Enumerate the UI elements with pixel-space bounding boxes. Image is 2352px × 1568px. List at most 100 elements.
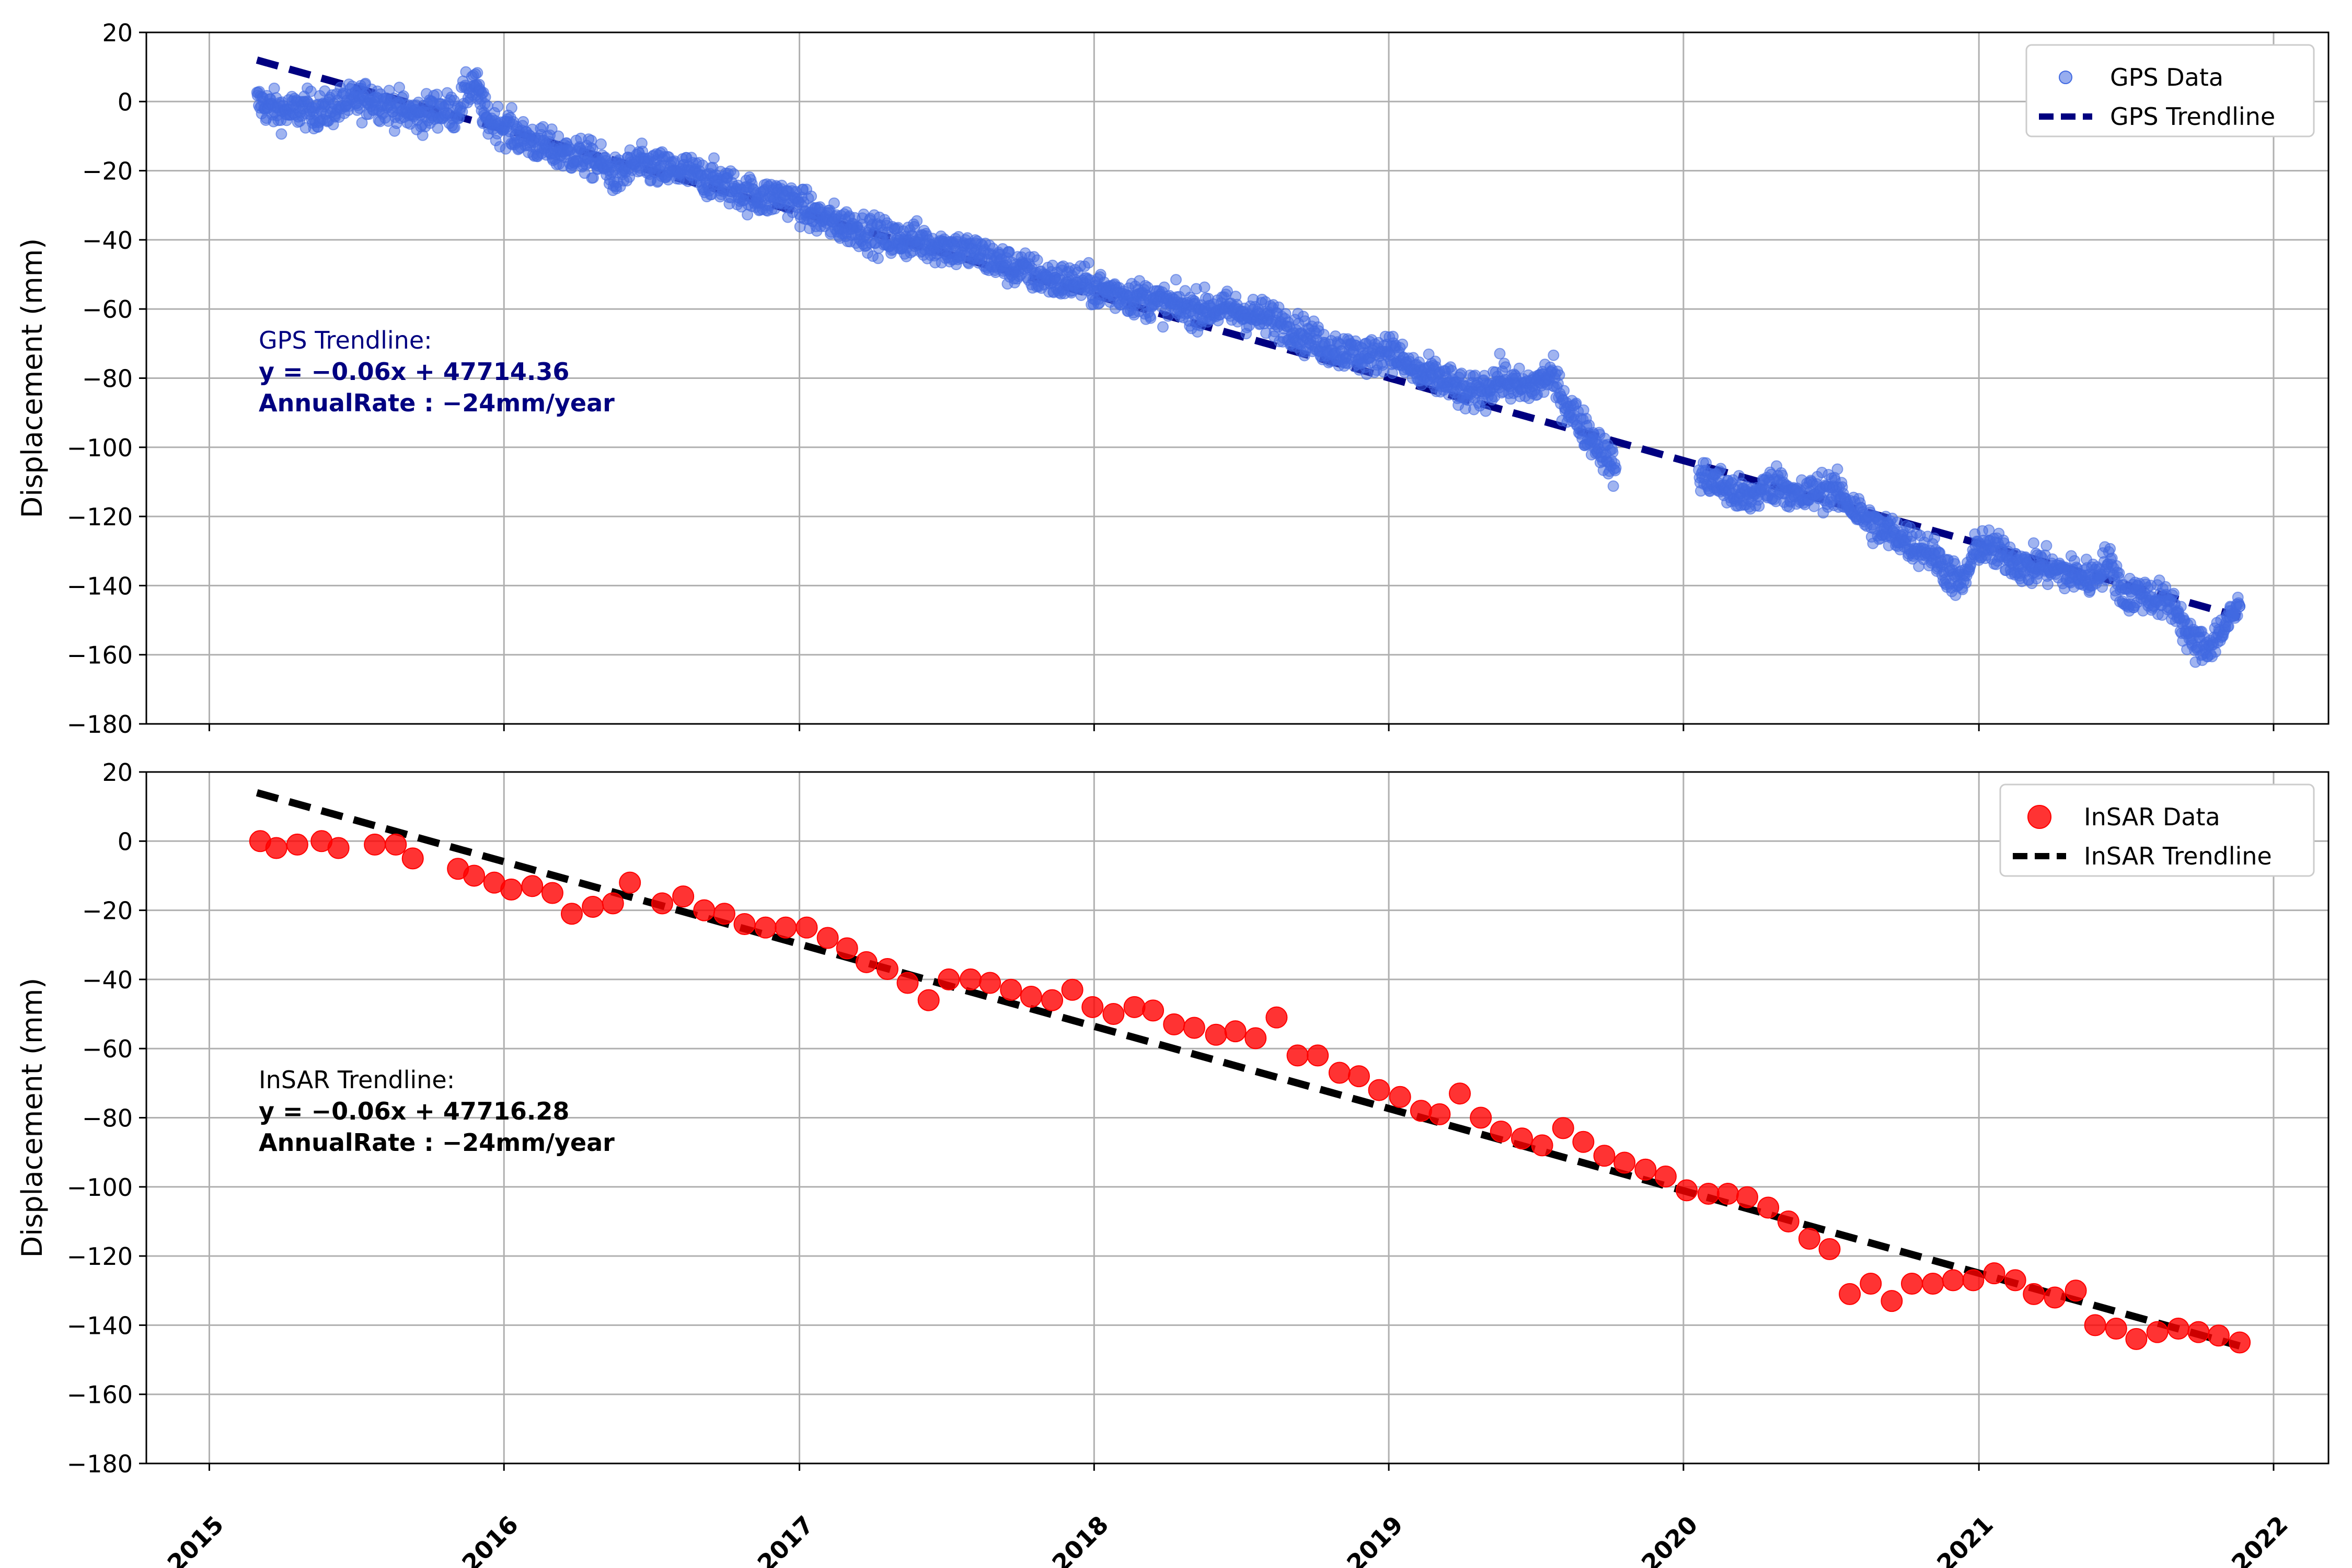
gps-annotation-rate: AnnualRate : −24mm/year: [259, 389, 615, 417]
insar-data-point: [1265, 1006, 1288, 1029]
insar-data-point: [265, 837, 287, 859]
y-tick-label: −20: [82, 157, 133, 186]
gps-data-point: [1929, 532, 1940, 544]
insar-data-point: [1900, 1273, 1923, 1295]
insar-legend-box: [1999, 783, 2315, 877]
insar-data-point: [1613, 1151, 1636, 1174]
gps-annotation-equation: y = −0.06x + 47714.36: [259, 358, 569, 386]
y-tick-label: −160: [67, 641, 133, 670]
gps-panel: 20 0 −20 −40 −60 −80 −100 −120 −140 −160 −180 Disp…: [16, 19, 2330, 739]
gps-data-point: [1607, 480, 1619, 492]
gps-data-point: [2209, 646, 2221, 658]
insar-data-point: [1389, 1086, 1411, 1108]
y-tick-label: 20: [102, 19, 133, 47]
gps-data-point: [517, 116, 529, 128]
gps-y-ticks: 20 0 −20 −40 −60 −80 −100 −120 −140 −160 −180: [67, 19, 146, 739]
insar-data-point: [1205, 1023, 1227, 1046]
insar-data-point: [1286, 1044, 1309, 1067]
insar-data-point: [1736, 1186, 1758, 1208]
insar-data-point: [917, 989, 940, 1011]
insar-data-point: [1818, 1238, 1841, 1260]
insar-data-point: [1102, 1003, 1125, 1025]
insar-trendline: [256, 789, 2241, 1350]
gps-x-ticks: [208, 724, 2275, 731]
insar-data-point: [2065, 1279, 2087, 1302]
insar-data-point: [1470, 1106, 1492, 1129]
insar-y-axis-label: Displacement (mm): [16, 978, 49, 1258]
insar-data-point: [327, 837, 350, 859]
gps-data-point: [268, 83, 280, 94]
gps-data-point: [1607, 446, 1619, 458]
insar-data-point: [1757, 1196, 1780, 1219]
gps-data-point: [505, 102, 517, 114]
insar-data-point: [1531, 1134, 1553, 1157]
insar-data-point: [1224, 1020, 1247, 1043]
gps-data-point: [552, 130, 564, 142]
y-tick-label: −180: [67, 710, 133, 739]
gps-data-point: [1558, 385, 1570, 397]
y-tick-label: −80: [82, 365, 133, 393]
insar-data-point: [2125, 1328, 2148, 1350]
insar-data-point: [619, 871, 641, 894]
gps-legend-box: [2025, 44, 2315, 137]
y-tick-label: −120: [67, 503, 133, 531]
gps-data-point: [872, 252, 884, 264]
insar-data-point: [876, 958, 898, 981]
gps-data-point: [2167, 587, 2180, 599]
insar-data-point: [2004, 1269, 2026, 1292]
insar-data-point: [2207, 1324, 2230, 1347]
gps-data-point: [1513, 362, 1525, 374]
insar-data-point: [401, 847, 424, 870]
insar-legend-label-trend: InSAR Trendline: [2084, 842, 2272, 870]
y-tick-label: −140: [67, 572, 133, 600]
insar-data-point: [2044, 1286, 2066, 1309]
gps-data-point: [432, 122, 444, 134]
insar-data-point: [500, 878, 523, 901]
insar-data-point: [364, 833, 386, 856]
gps-data-point: [1553, 369, 1565, 381]
gps-data-point: [471, 67, 483, 79]
gps-data-point: [2175, 601, 2187, 613]
gps-data-point: [1031, 254, 1043, 266]
y-tick-label: −20: [82, 897, 133, 925]
insar-legend-marker: [2027, 805, 2051, 829]
insar-data-point: [385, 833, 407, 856]
insar-trendline-path: [256, 789, 2241, 1350]
insar-data-point: [1983, 1262, 2005, 1285]
insar-data-point: [1798, 1228, 1820, 1250]
insar-data-point: [2229, 1331, 2251, 1354]
gps-legend-label-trend: GPS Trendline: [2110, 102, 2275, 131]
gps-data-point: [595, 138, 607, 150]
insar-data-point: [1123, 996, 1146, 1018]
gps-data-point: [828, 197, 840, 209]
insar-annotation-title: InSAR Trendline:: [259, 1066, 455, 1094]
insar-data-point: [286, 833, 308, 856]
gps-data-point: [1610, 462, 1622, 474]
insar-data-point: [1777, 1210, 1800, 1232]
insar-data-point: [855, 951, 878, 973]
insar-data-point: [979, 972, 1001, 994]
insar-data-point: [816, 927, 839, 949]
insar-data-point: [1511, 1127, 1533, 1150]
gps-data-point: [1082, 257, 1094, 269]
insar-data-point: [1020, 985, 1042, 1008]
insar-data-point: [1881, 1290, 1903, 1312]
insar-data-point: [1142, 999, 1165, 1022]
insar-data-point: [1716, 1183, 1739, 1205]
y-tick-label: −140: [67, 1311, 133, 1340]
gps-data-point: [1480, 405, 1492, 417]
insar-data-point: [560, 903, 583, 925]
insar-data-point: [1697, 1183, 1720, 1205]
insar-data-points: [249, 830, 2251, 1354]
insar-data-point: [896, 972, 919, 994]
gps-data-point: [1221, 285, 1233, 297]
gps-data-point: [911, 215, 923, 227]
insar-data-point: [1839, 1283, 1861, 1305]
insar-data-point: [1307, 1044, 1329, 1067]
gps-data-point: [2040, 540, 2053, 552]
insar-data-point: [1410, 1100, 1432, 1122]
insar-data-point: [2084, 1314, 2106, 1336]
gps-data-point: [1198, 281, 1210, 293]
insar-data-point: [1962, 1269, 1985, 1292]
y-tick-label: 20: [102, 758, 133, 787]
